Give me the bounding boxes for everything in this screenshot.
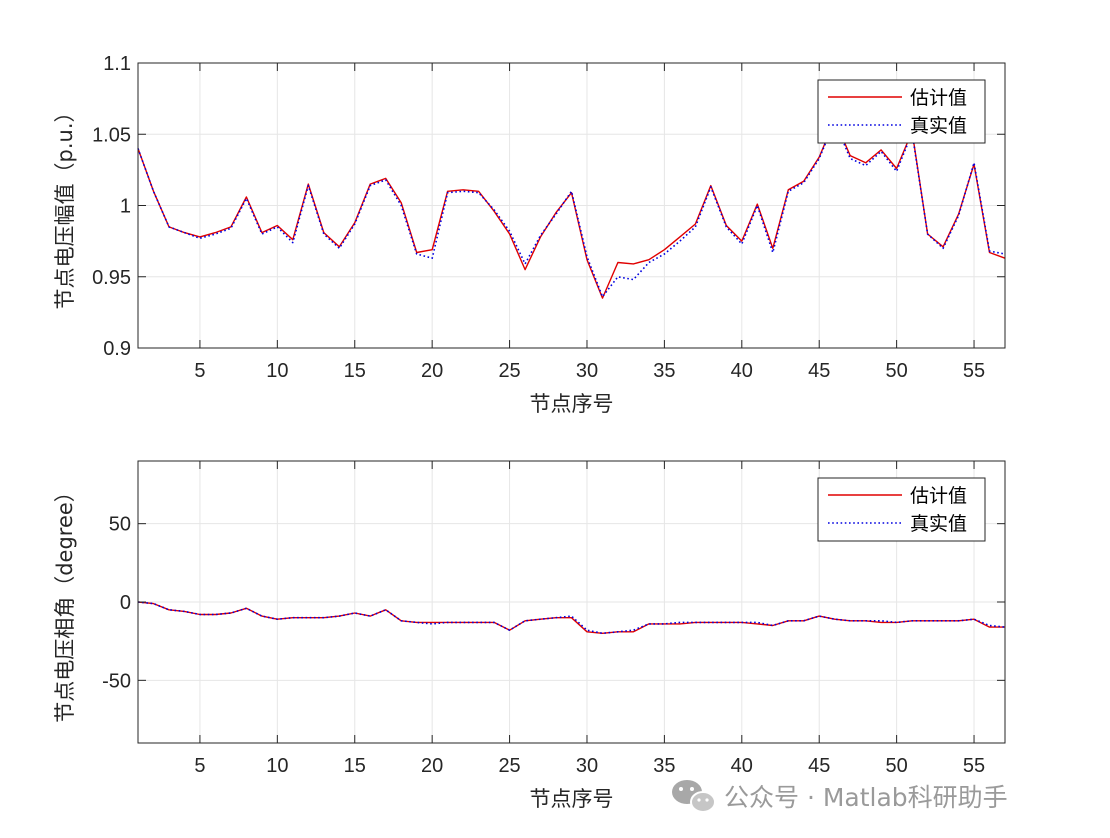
x-tick-label: 10 xyxy=(266,360,288,382)
x-tick-label: 5 xyxy=(194,755,205,777)
x-tick-label: 30 xyxy=(576,360,598,382)
x-tick-label: 25 xyxy=(498,755,520,777)
x-tick-label: 15 xyxy=(344,360,366,382)
voltage-angle-chart: 5 10 15 20 25 30 35 40 45 50 55 -50 0 50 节点序号 节点电压相角（de… xyxy=(53,460,1006,811)
x-tick-label: 35 xyxy=(653,755,675,777)
y-tick-label: 1 xyxy=(120,196,131,218)
watermark-text: 公众号 · Matlab科研助手 xyxy=(724,783,1008,812)
y-tick-label: 0.95 xyxy=(92,267,131,289)
x-tick-label: 35 xyxy=(653,360,675,382)
legend-label: 真实值 xyxy=(910,115,967,137)
x-tick-label: 55 xyxy=(963,755,985,777)
x-tick-label: 45 xyxy=(808,360,830,382)
x-tick-label: 5 xyxy=(194,360,205,382)
series-line-estimated xyxy=(137,601,1005,634)
x-axis-label: 节点序号 xyxy=(530,392,614,416)
wechat-icon xyxy=(672,780,716,813)
y-tick-label: 1.1 xyxy=(103,53,131,75)
x-tick-label: 15 xyxy=(344,755,366,777)
x-tick-label: 20 xyxy=(421,755,443,777)
legend-label: 真实值 xyxy=(910,513,967,535)
legend-label: 估计值 xyxy=(910,485,967,507)
x-tick-label: 50 xyxy=(886,360,908,382)
y-tick-label: -50 xyxy=(102,670,131,692)
x-tick-label: 55 xyxy=(963,360,985,382)
y-tick-label: 0 xyxy=(120,592,131,614)
y-axis-label: 节点电压相角（degree） xyxy=(53,481,77,723)
y-tick-label: 1.05 xyxy=(92,124,131,146)
x-tick-label: 10 xyxy=(266,755,288,777)
y-axis-label: 节点电压幅值（p.u.） xyxy=(53,102,77,310)
legend-box xyxy=(817,79,986,144)
x-tick-label: 40 xyxy=(731,755,753,777)
x-tick-label: 40 xyxy=(731,360,753,382)
x-tick-label: 50 xyxy=(886,755,908,777)
legend-box xyxy=(817,477,986,542)
legend-label: 估计值 xyxy=(910,87,967,109)
y-tick-label: 50 xyxy=(109,514,131,536)
y-tick-label: 0.9 xyxy=(103,338,131,360)
x-tick-label: 30 xyxy=(576,755,598,777)
x-tick-label: 45 xyxy=(808,755,830,777)
x-axis-label: 节点序号 xyxy=(530,787,614,811)
voltage-magnitude-chart: 5 10 15 20 25 30 35 40 45 50 55 0.9 0.95 1 1.05 1.1 节点序号… xyxy=(53,53,1006,416)
watermark: 公众号 · Matlab科研助手 xyxy=(672,780,1008,813)
x-tick-label: 25 xyxy=(498,360,520,382)
x-tick-label: 20 xyxy=(421,360,443,382)
